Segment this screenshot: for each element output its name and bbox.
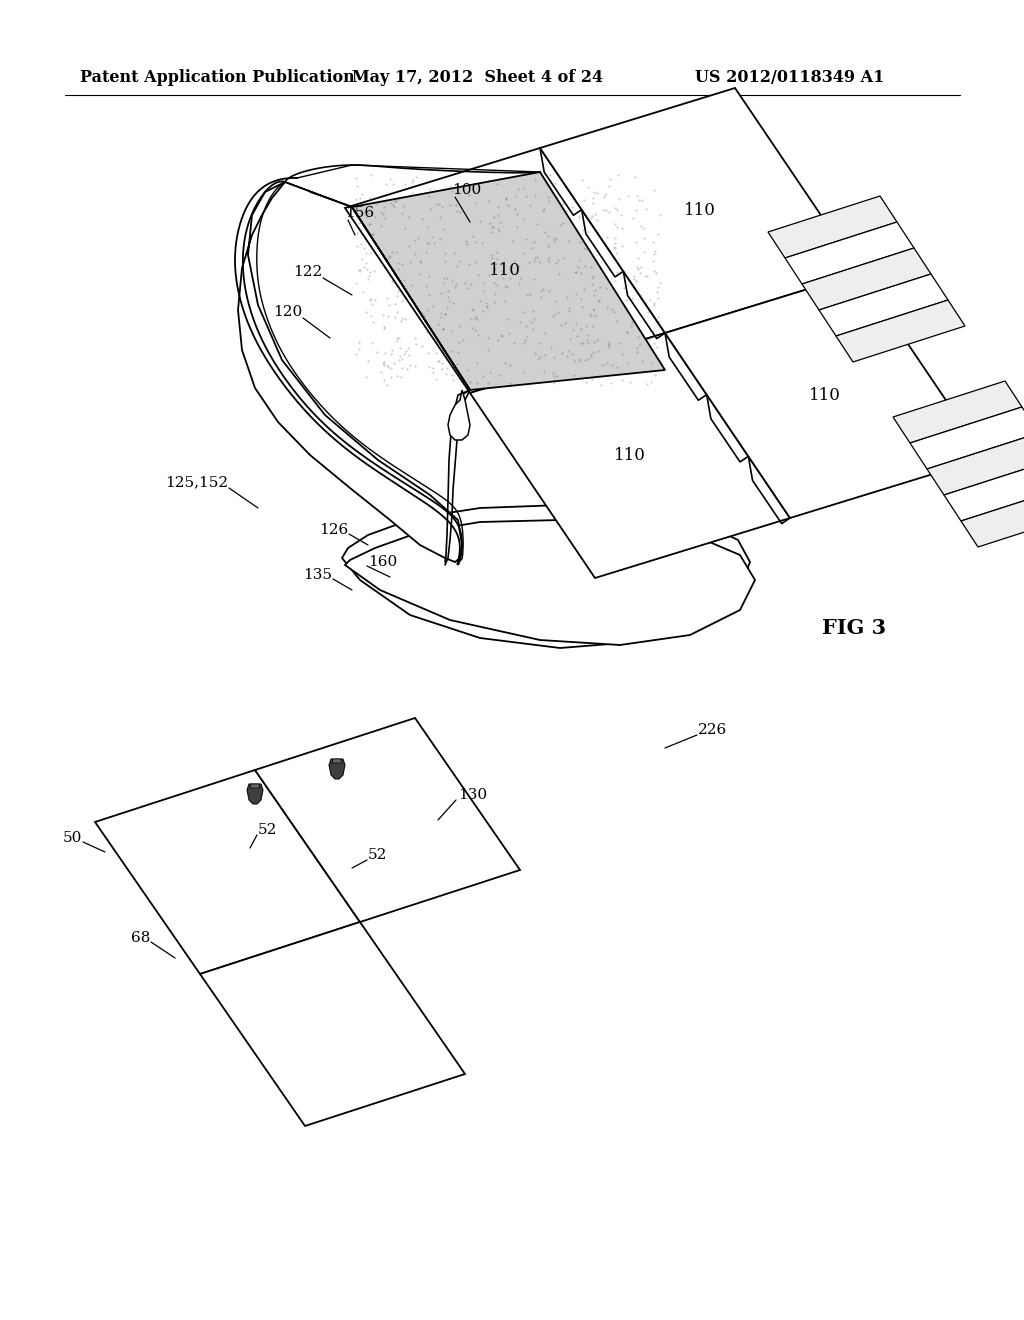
Text: May 17, 2012  Sheet 4 of 24: May 17, 2012 Sheet 4 of 24 xyxy=(352,70,603,87)
Text: 50: 50 xyxy=(62,832,82,845)
Text: 126: 126 xyxy=(318,523,348,537)
Polygon shape xyxy=(329,759,345,779)
Polygon shape xyxy=(332,759,342,763)
Polygon shape xyxy=(540,88,860,333)
Polygon shape xyxy=(250,784,260,788)
Text: 110: 110 xyxy=(684,202,716,219)
Text: 226: 226 xyxy=(698,723,727,737)
Polygon shape xyxy=(238,182,462,562)
Polygon shape xyxy=(819,275,948,337)
Text: 130: 130 xyxy=(458,788,487,803)
Text: 122: 122 xyxy=(293,265,322,279)
Text: 110: 110 xyxy=(614,447,646,465)
Text: 156: 156 xyxy=(345,206,374,220)
Polygon shape xyxy=(200,921,465,1126)
Polygon shape xyxy=(255,718,520,921)
Polygon shape xyxy=(785,222,914,284)
Polygon shape xyxy=(352,172,665,389)
Polygon shape xyxy=(893,381,1022,444)
Text: Patent Application Publication: Patent Application Publication xyxy=(80,70,354,87)
Text: 160: 160 xyxy=(368,554,397,569)
Text: 52: 52 xyxy=(368,847,387,862)
Polygon shape xyxy=(927,433,1024,495)
Text: 100: 100 xyxy=(452,183,481,197)
Polygon shape xyxy=(470,333,790,578)
Polygon shape xyxy=(944,459,1024,521)
Polygon shape xyxy=(768,195,897,257)
Text: 110: 110 xyxy=(489,261,521,279)
Polygon shape xyxy=(345,520,755,645)
Polygon shape xyxy=(95,770,360,974)
Polygon shape xyxy=(247,784,263,804)
Polygon shape xyxy=(961,484,1024,546)
Polygon shape xyxy=(836,300,965,362)
Text: 125,152: 125,152 xyxy=(165,475,228,488)
Text: 135: 135 xyxy=(303,568,332,582)
Text: 120: 120 xyxy=(272,305,302,319)
Polygon shape xyxy=(910,407,1024,469)
Text: 52: 52 xyxy=(258,822,278,837)
Text: FIG 3: FIG 3 xyxy=(822,618,886,638)
Text: 110: 110 xyxy=(809,387,841,404)
Polygon shape xyxy=(345,148,665,393)
Text: US 2012/0118349 A1: US 2012/0118349 A1 xyxy=(695,70,885,87)
Text: 68: 68 xyxy=(131,931,150,945)
Polygon shape xyxy=(665,273,985,517)
Polygon shape xyxy=(802,248,931,310)
Polygon shape xyxy=(449,389,470,440)
Polygon shape xyxy=(342,506,750,648)
